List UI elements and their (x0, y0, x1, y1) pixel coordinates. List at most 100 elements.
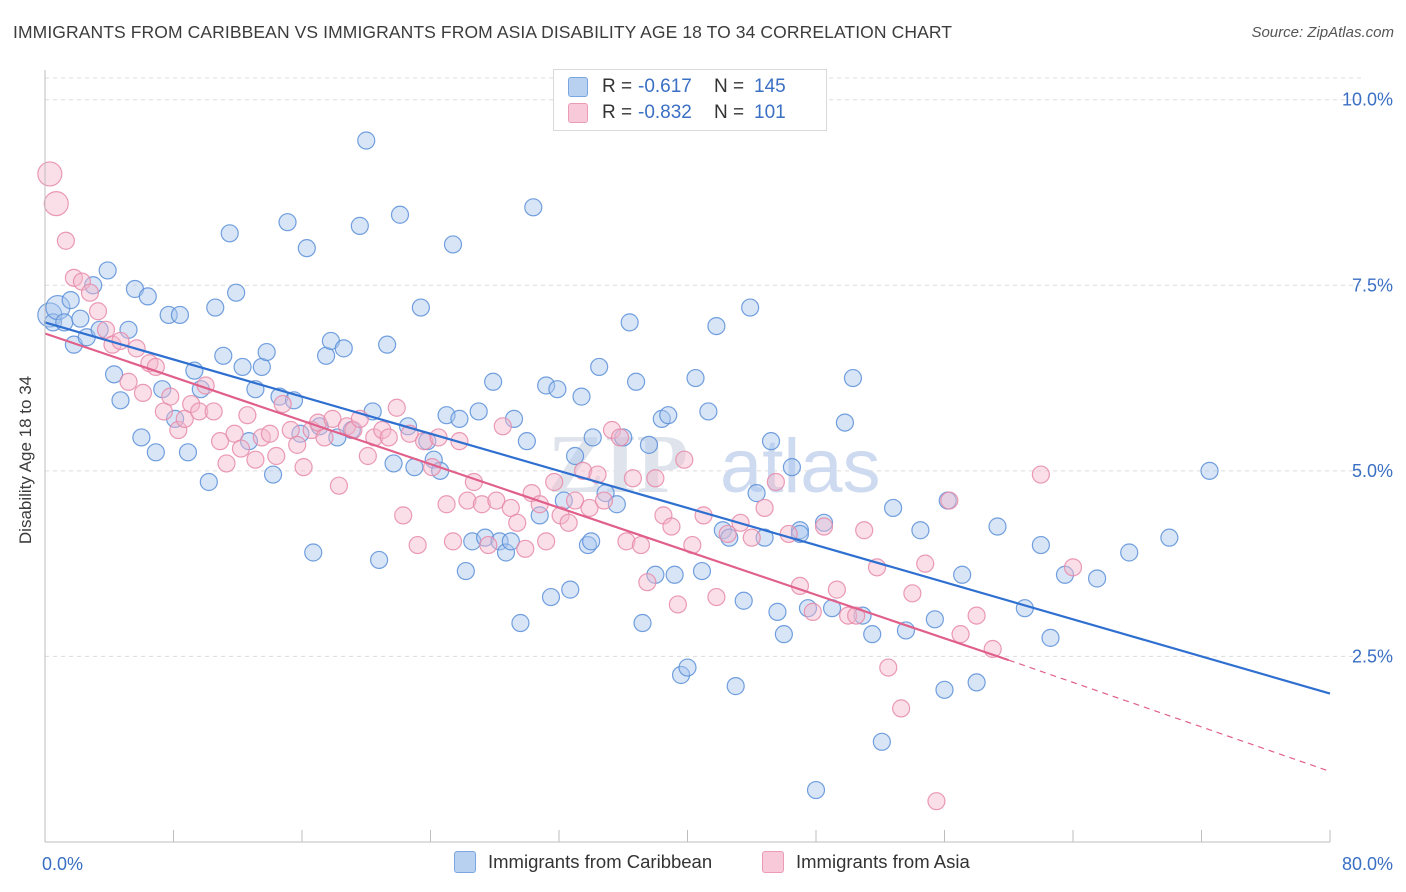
asia-point (88, 302, 108, 321)
caribbean-point (111, 391, 130, 410)
asia-point (814, 517, 834, 536)
caribbean-point (835, 413, 855, 432)
bottom-legend-swatch-pink (762, 851, 784, 873)
caribbean-point (582, 532, 601, 551)
asia-point (210, 432, 230, 451)
caribbean-point (872, 732, 891, 751)
asia-point (903, 584, 922, 603)
legend-swatch-blue (568, 77, 588, 97)
legend-n-label: N = (714, 76, 745, 97)
asia-point (827, 580, 846, 599)
caribbean-point (741, 298, 760, 317)
points-layer (37, 109, 1219, 811)
asia-point (37, 161, 63, 187)
asia-point (631, 535, 651, 555)
caribbean-point (263, 465, 283, 484)
caribbean-point (504, 409, 524, 428)
asia-point (169, 420, 188, 440)
caribbean-point (768, 602, 787, 621)
asia-point (294, 458, 313, 477)
asia-point (803, 602, 822, 621)
asia-point (146, 357, 165, 377)
asia-point (190, 402, 209, 421)
asia-point (951, 625, 970, 644)
legend-row-asia: R = -0.832 N = 101 (568, 100, 786, 126)
trend-layer (44, 321, 1331, 773)
caribbean-point (104, 365, 124, 384)
caribbean-point (304, 543, 323, 562)
caribbean-point (214, 346, 233, 365)
caribbean-trendline (44, 321, 1331, 695)
caribbean-point (178, 443, 198, 462)
asia-point (1031, 465, 1050, 484)
caribbean-point (761, 432, 781, 451)
asia-point (329, 476, 349, 495)
caribbean-point (537, 376, 556, 395)
y-tick-label: 2.5% (1352, 646, 1393, 666)
y-tick-label: 10.0% (1342, 90, 1393, 110)
asia-point (610, 428, 630, 447)
caribbean-point (257, 342, 276, 362)
watermark-layer: ZIP atlas (548, 418, 881, 511)
caribbean-point (967, 673, 986, 692)
asia-point (387, 398, 406, 417)
asia-point (916, 554, 935, 573)
asia-point (573, 461, 593, 480)
asia-point (458, 491, 477, 510)
caribbean-point (665, 565, 684, 584)
caribbean-point (747, 484, 766, 503)
caribbean-point (1087, 569, 1107, 588)
asia-point (161, 387, 180, 406)
caribbean-point (517, 432, 536, 451)
bottom-legend-caribbean: Immigrants from Caribbean (454, 851, 712, 873)
asia-point (267, 446, 286, 466)
caribbean-point (583, 428, 602, 447)
caribbean-point (443, 235, 463, 254)
caribbean-point (484, 372, 503, 391)
asia-point (323, 409, 342, 428)
asia-point (133, 383, 153, 403)
caribbean-point (1031, 535, 1050, 555)
asia-point (516, 539, 535, 558)
bottom-legend-asia: Immigrants from Asia (762, 851, 970, 873)
asia-point (260, 424, 279, 443)
asia-point (217, 454, 236, 473)
caribbean-point (350, 216, 369, 235)
asia-point (43, 191, 69, 217)
asia-trendline-extension (1008, 659, 1331, 773)
asia-point (707, 587, 726, 607)
asia-point (766, 472, 785, 492)
caribbean-point (206, 298, 225, 317)
asia-point (479, 535, 498, 555)
asia-point (623, 469, 642, 488)
caribbean-point (911, 521, 930, 540)
asia-point (508, 513, 527, 532)
y-tick-label: 5.0% (1352, 461, 1393, 481)
caribbean-point (561, 580, 580, 599)
caribbean-point (1160, 528, 1179, 547)
asia-point (493, 417, 512, 436)
caribbean-point (524, 198, 543, 217)
legend-swatch-pink (568, 103, 588, 123)
asia-point (537, 532, 556, 551)
caribbean-point (863, 625, 882, 644)
caribbean-point (734, 591, 753, 610)
asia-point (394, 506, 413, 525)
legend-r-label: R = (602, 102, 633, 123)
caribbean-point (456, 561, 475, 581)
caribbean-point (633, 613, 652, 633)
caribbean-point (511, 613, 530, 633)
asia-point (855, 521, 874, 540)
caribbean-point (390, 205, 410, 224)
caribbean-point (678, 658, 697, 677)
caribbean-point (659, 406, 678, 425)
asia-point (718, 524, 737, 544)
asia-point (119, 372, 138, 391)
asia-point (288, 435, 307, 454)
caribbean-point (199, 472, 218, 492)
caribbean-point (334, 339, 353, 358)
asia-point (204, 402, 223, 421)
caribbean-point (726, 677, 745, 696)
legend-r-value: -0.617 (638, 76, 692, 97)
